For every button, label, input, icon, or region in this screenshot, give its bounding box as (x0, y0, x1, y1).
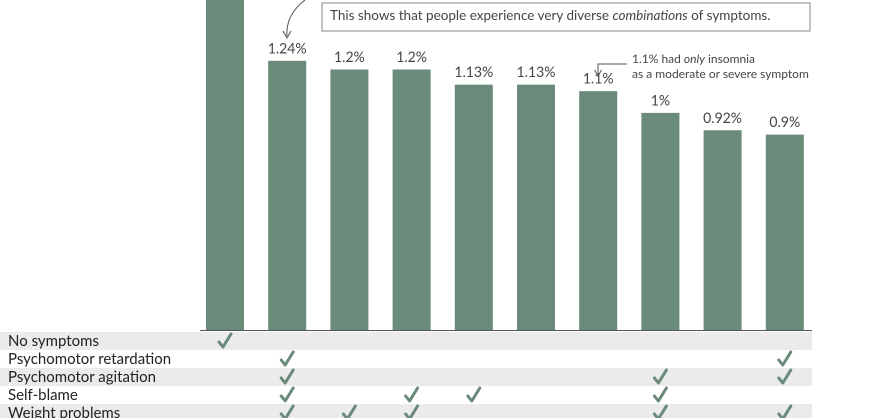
annotation-text: insomnia (705, 51, 755, 66)
value-label: 1.13% (517, 63, 556, 80)
check (777, 350, 793, 367)
value-label: 1.2% (396, 48, 427, 65)
arrow-head (282, 30, 292, 40)
value-label: 1.1% (583, 70, 614, 87)
annotation-text: as a moderate or severe symptom (632, 66, 809, 81)
check (217, 332, 233, 349)
bar (454, 84, 493, 330)
annotation-text: of symptoms. (688, 7, 771, 23)
bar (641, 112, 680, 330)
row-label: No symptoms (8, 332, 99, 350)
annotation-text: This shows that people experience very d… (330, 7, 612, 23)
value-label: 1% (651, 91, 670, 108)
bar (268, 60, 307, 330)
check (404, 386, 420, 403)
row-band (0, 368, 812, 386)
row-label: Psychomotor agitation (8, 368, 156, 386)
bar (703, 130, 742, 330)
annotation: This shows that people experience very d… (330, 7, 770, 23)
annotation-text: combinations (612, 7, 688, 23)
annotation: 1.1% had only insomnia (632, 51, 755, 66)
check (777, 404, 793, 418)
check (279, 404, 295, 418)
annotation-arrow (597, 63, 627, 74)
annotation-text: only (684, 51, 705, 66)
check (279, 368, 295, 385)
check (466, 386, 482, 403)
row-label: Psychomotor retardation (8, 350, 171, 368)
bar (579, 91, 618, 331)
annotation-arrow (286, 0, 306, 37)
bar (765, 134, 804, 330)
check (279, 350, 295, 367)
value-label: 1.2% (334, 48, 365, 65)
row-label: Weight problems (8, 404, 120, 418)
row-band (0, 332, 812, 350)
bar (330, 69, 369, 330)
check (652, 386, 668, 403)
value-label: 1.13% (454, 63, 493, 80)
bar (392, 69, 431, 330)
check (404, 404, 420, 418)
check (652, 404, 668, 418)
check (777, 368, 793, 385)
annotation-box (321, 2, 811, 32)
bar (206, 0, 244, 330)
bar (517, 84, 555, 330)
row-label: Self-blame (8, 386, 78, 404)
value-label: 1.24% (268, 39, 307, 56)
value-label: 0.9% (769, 113, 800, 130)
bars: 1.24% 1.2% 1.2% 1.13% 1.13% 1.1% 1% 0.92% 0.9% (206, 0, 804, 331)
arrow-head (594, 69, 602, 77)
check (279, 386, 295, 403)
check (341, 404, 357, 418)
row-band (0, 404, 812, 418)
value-label: 0.92% (703, 109, 742, 126)
check (652, 368, 668, 385)
annotation-text: 1.1% had (632, 51, 684, 66)
